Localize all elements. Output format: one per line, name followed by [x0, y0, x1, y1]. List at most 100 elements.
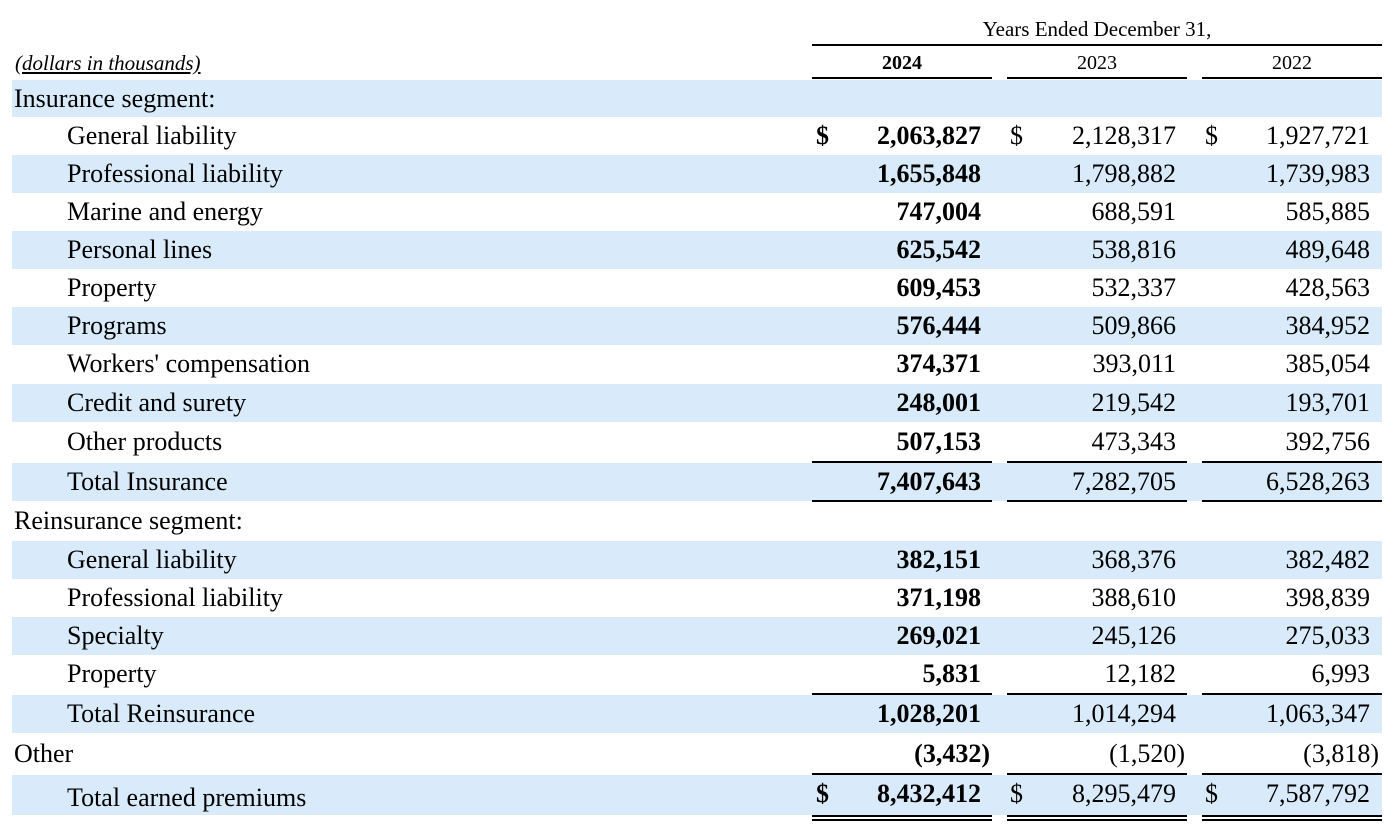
value-2024: 1,655,848 — [877, 159, 981, 188]
dollar-sign: $ — [816, 779, 829, 808]
value-2022: 1,927,721 — [1266, 121, 1370, 150]
double-rule-2024 — [812, 815, 992, 821]
table-row: Programs 576,444 509,866 384,952 — [12, 307, 1382, 345]
value-2022: 489,648 — [1285, 235, 1371, 264]
section-row-reinsurance: Reinsurance segment: — [12, 502, 1382, 540]
value-2022: 1,739,983 — [1266, 159, 1370, 188]
row-label: Property — [67, 273, 157, 302]
dollar-sign: $ — [1205, 779, 1218, 808]
value-2022: 6,528,263 — [1266, 467, 1370, 496]
value-2022: 392,756 — [1285, 427, 1371, 456]
period-caption: Years Ended December 31, — [982, 17, 1212, 41]
value-2024: 2,063,827 — [877, 121, 981, 150]
total-row-reinsurance: Total Reinsurance 1,028,201 1,014,294 1,… — [12, 695, 1382, 733]
table-row: Credit and surety 248,001 219,542 193,70… — [12, 384, 1382, 422]
row-label: Property — [67, 659, 157, 688]
value-2023: 2,128,317 — [1072, 121, 1176, 150]
value-2024: 576,444 — [896, 311, 982, 340]
value-2023: 12,182 — [1104, 659, 1177, 688]
year-2022-header: 2022 — [1272, 52, 1312, 74]
value-2022: (3,818) — [1303, 739, 1379, 768]
value-2024: 747,004 — [896, 197, 982, 226]
double-rule-2023 — [1007, 815, 1187, 821]
row-label: General liability — [67, 121, 237, 150]
subtotal-rule-2024 — [812, 693, 992, 695]
total-row-insurance: Total Insurance 7,407,643 7,282,705 6,52… — [12, 463, 1382, 501]
value-2024: 374,371 — [896, 349, 982, 378]
value-2024: 609,453 — [896, 273, 982, 302]
value-2022: 1,063,347 — [1266, 699, 1370, 728]
row-label: Insurance segment: — [14, 84, 216, 113]
value-2023: 538,816 — [1091, 235, 1177, 264]
subtotal-rule-2022 — [1202, 693, 1382, 695]
value-2023: (1,520) — [1109, 739, 1185, 768]
value-2022: 384,952 — [1285, 311, 1371, 340]
row-label: Personal lines — [67, 235, 213, 264]
value-2023: 473,343 — [1091, 427, 1177, 456]
value-2023: 1,014,294 — [1072, 699, 1176, 728]
table-row: Property 609,453 532,337 428,563 — [12, 269, 1382, 307]
dollar-sign: $ — [1205, 121, 1218, 150]
year-2023-header: 2023 — [1077, 52, 1117, 74]
row-label: Other products — [67, 427, 223, 456]
value-2022: 585,885 — [1285, 197, 1371, 226]
value-2024: 5,831 — [922, 659, 982, 688]
grand-total-row: Total earned premiums $ 8,432,412 $ 8,29… — [12, 775, 1382, 815]
row-label: Total Reinsurance — [67, 699, 256, 728]
year-2024-rule — [812, 77, 992, 79]
table-row: Personal lines 625,542 538,816 489,648 — [12, 231, 1382, 269]
section-row-insurance: Insurance segment: — [12, 80, 1382, 117]
row-label: General liability — [67, 545, 237, 574]
year-2023-rule — [1007, 77, 1187, 79]
header-rule — [812, 44, 1382, 46]
value-2023: 8,295,479 — [1072, 779, 1176, 808]
value-2024: 382,151 — [896, 545, 982, 574]
value-2024: 625,542 — [896, 235, 982, 264]
total-rule-2024 — [812, 500, 992, 502]
value-2022: 6,993 — [1311, 659, 1371, 688]
table-row: Marine and energy 747,004 688,591 585,88… — [12, 193, 1382, 231]
value-2023: 509,866 — [1091, 311, 1177, 340]
value-2022: 398,839 — [1285, 583, 1371, 612]
row-label: Credit and surety — [67, 388, 247, 417]
dollar-sign: $ — [1010, 121, 1023, 150]
row-label: Professional liability — [67, 159, 283, 188]
value-2023: 532,337 — [1091, 273, 1177, 302]
dollar-sign: $ — [1010, 779, 1023, 808]
subtotal-rule-2023 — [1007, 461, 1187, 463]
total-rule-2024 — [812, 773, 992, 775]
row-label: Specialty — [67, 621, 164, 650]
value-2022: 193,701 — [1285, 388, 1371, 417]
row-label: Programs — [67, 311, 167, 340]
value-2023: 393,011 — [1092, 349, 1176, 378]
value-2023: 1,798,882 — [1072, 159, 1176, 188]
value-2024: 8,432,412 — [877, 779, 981, 808]
value-2024: 507,153 — [896, 427, 982, 456]
value-2024: 269,021 — [896, 621, 982, 650]
table-row: Workers' compensation 374,371 393,011 38… — [12, 345, 1382, 383]
value-2022: 382,482 — [1285, 545, 1371, 574]
row-label: Total earned premiums — [67, 783, 307, 812]
value-2024: 248,001 — [896, 388, 982, 417]
value-2022: 275,033 — [1285, 621, 1371, 650]
subtotal-rule-2024 — [812, 461, 992, 463]
total-rule-2023 — [1007, 773, 1187, 775]
row-label: Total Insurance — [67, 467, 228, 496]
value-2023: 219,542 — [1091, 388, 1177, 417]
total-rule-2022 — [1202, 500, 1382, 502]
value-2024: 371,198 — [896, 583, 982, 612]
value-2022: 428,563 — [1285, 273, 1371, 302]
value-2024: 1,028,201 — [877, 699, 981, 728]
table-row: Professional liability 1,655,848 1,798,8… — [12, 155, 1382, 193]
row-label: Workers' compensation — [67, 349, 311, 378]
value-2023: 368,376 — [1091, 545, 1177, 574]
double-rule-2022 — [1202, 815, 1382, 821]
table-row-other: Other (3,432) (1,520) (3,818) — [12, 735, 1382, 773]
value-2022: 7,587,792 — [1266, 779, 1370, 808]
value-2023: 245,126 — [1091, 621, 1177, 650]
dollar-sign: $ — [816, 121, 829, 150]
table-row: Specialty 269,021 245,126 275,033 — [12, 617, 1382, 655]
value-2023: 688,591 — [1091, 197, 1177, 226]
year-2022-rule — [1202, 77, 1382, 79]
row-label: Reinsurance segment: — [14, 506, 243, 535]
